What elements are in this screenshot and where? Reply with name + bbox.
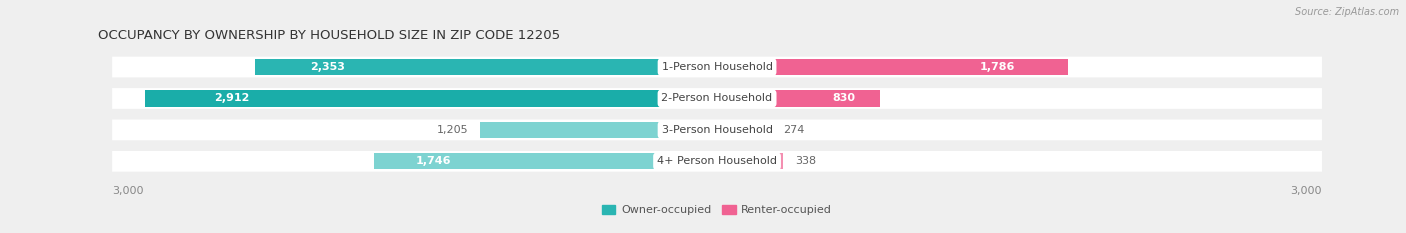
- Text: 2,912: 2,912: [214, 93, 249, 103]
- Text: 274: 274: [783, 125, 804, 135]
- Text: 1,786: 1,786: [980, 62, 1015, 72]
- Text: 830: 830: [832, 93, 856, 103]
- Legend: Owner-occupied, Renter-occupied: Owner-occupied, Renter-occupied: [598, 200, 837, 219]
- Bar: [717, 90, 880, 107]
- Bar: [481, 122, 717, 138]
- Text: 1,746: 1,746: [415, 156, 451, 166]
- Text: Source: ZipAtlas.com: Source: ZipAtlas.com: [1295, 7, 1399, 17]
- Bar: [717, 122, 770, 138]
- Bar: [374, 153, 717, 169]
- Bar: [717, 153, 783, 169]
- Bar: [145, 90, 717, 107]
- Text: 2,353: 2,353: [311, 62, 346, 72]
- FancyBboxPatch shape: [112, 151, 1322, 172]
- FancyBboxPatch shape: [112, 88, 1322, 109]
- FancyBboxPatch shape: [112, 120, 1322, 140]
- Bar: [717, 59, 1067, 75]
- Text: 1,205: 1,205: [437, 125, 468, 135]
- Text: 338: 338: [796, 156, 817, 166]
- Text: OCCUPANCY BY OWNERSHIP BY HOUSEHOLD SIZE IN ZIP CODE 12205: OCCUPANCY BY OWNERSHIP BY HOUSEHOLD SIZE…: [98, 29, 561, 42]
- FancyBboxPatch shape: [112, 57, 1322, 77]
- Text: 4+ Person Household: 4+ Person Household: [657, 156, 778, 166]
- Text: 3-Person Household: 3-Person Household: [662, 125, 772, 135]
- Text: 2-Person Household: 2-Person Household: [661, 93, 773, 103]
- Bar: [254, 59, 717, 75]
- Text: 1-Person Household: 1-Person Household: [662, 62, 772, 72]
